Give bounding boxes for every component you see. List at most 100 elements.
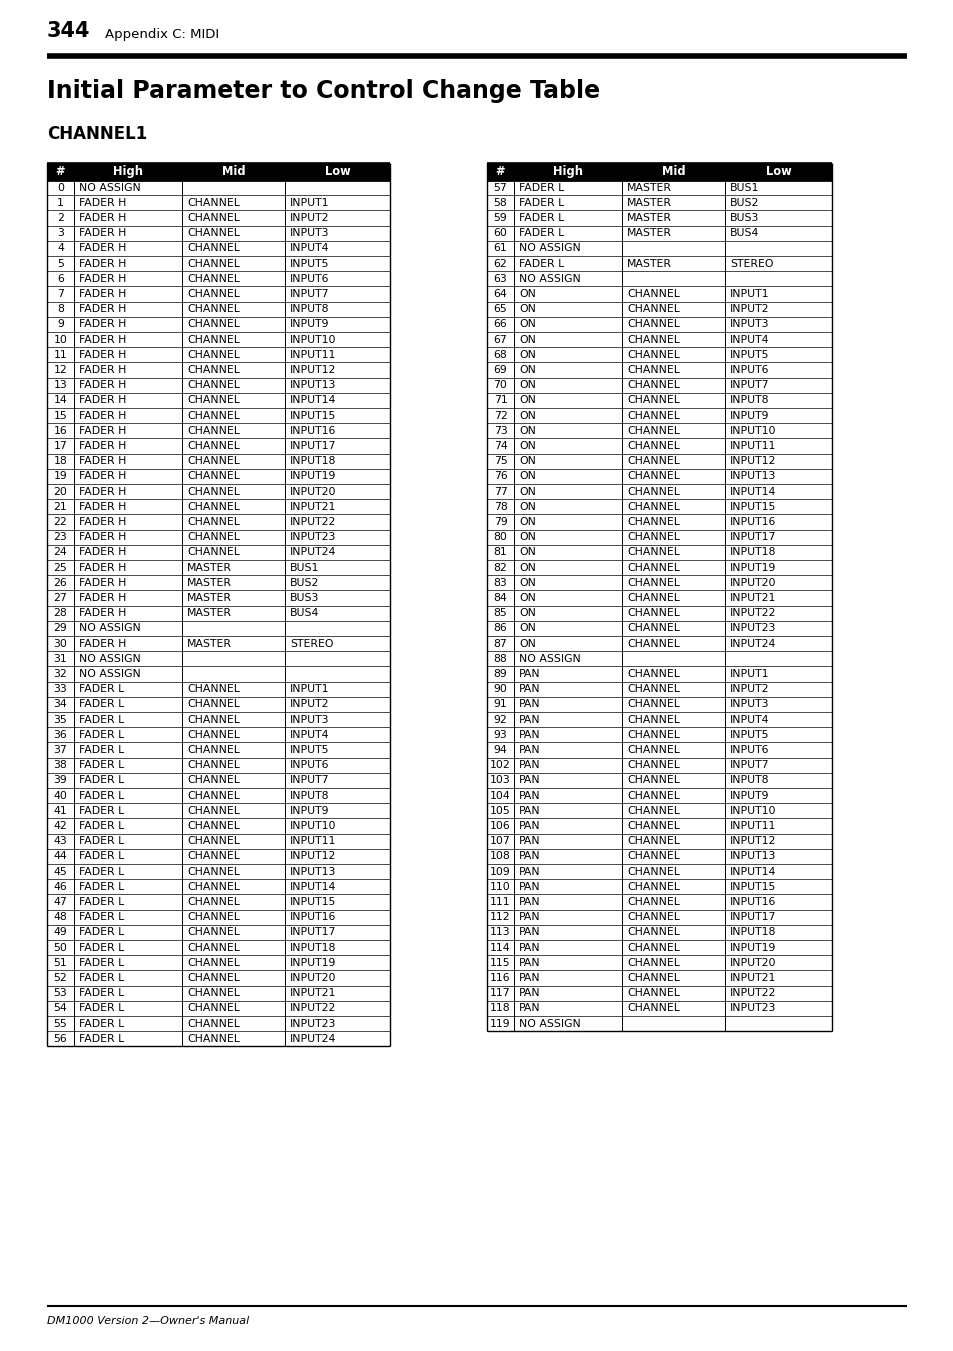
Text: CHANNEL: CHANNEL <box>187 258 239 269</box>
Text: 25: 25 <box>53 562 68 573</box>
Text: CHANNEL: CHANNEL <box>187 775 239 785</box>
Text: CHANNEL: CHANNEL <box>187 517 239 527</box>
Text: ON: ON <box>518 365 536 376</box>
Text: FADER H: FADER H <box>79 411 126 420</box>
Text: FADER L: FADER L <box>79 943 124 952</box>
Text: 17: 17 <box>53 440 68 451</box>
Text: CHANNEL: CHANNEL <box>626 730 679 740</box>
Text: PAN: PAN <box>518 821 540 831</box>
Text: 89: 89 <box>493 669 507 680</box>
Text: PAN: PAN <box>518 882 540 892</box>
Text: 86: 86 <box>493 623 507 634</box>
Text: 59: 59 <box>493 213 507 223</box>
Text: INPUT17: INPUT17 <box>290 440 336 451</box>
Text: 23: 23 <box>53 532 68 542</box>
Text: CHANNEL: CHANNEL <box>187 213 239 223</box>
Text: CHANNEL: CHANNEL <box>187 426 239 436</box>
Text: CHANNEL: CHANNEL <box>187 836 239 846</box>
Text: CHANNEL: CHANNEL <box>187 715 239 724</box>
Text: PAN: PAN <box>518 715 540 724</box>
Text: FADER L: FADER L <box>79 897 124 907</box>
Text: FADER H: FADER H <box>79 274 126 284</box>
Text: 35: 35 <box>53 715 68 724</box>
Text: CHANNEL: CHANNEL <box>187 700 239 709</box>
Text: 111: 111 <box>490 897 510 907</box>
Text: CHANNEL: CHANNEL <box>187 304 239 315</box>
Text: CHANNEL: CHANNEL <box>187 486 239 497</box>
Text: NO ASSIGN: NO ASSIGN <box>518 274 580 284</box>
Text: CHANNEL: CHANNEL <box>626 457 679 466</box>
Text: CHANNEL: CHANNEL <box>626 973 679 984</box>
Text: FADER L: FADER L <box>518 182 563 193</box>
Text: 34: 34 <box>53 700 68 709</box>
Text: ON: ON <box>518 440 536 451</box>
Text: 0: 0 <box>57 182 64 193</box>
Text: INPUT4: INPUT4 <box>290 730 329 740</box>
Text: 16: 16 <box>53 426 68 436</box>
Text: FADER H: FADER H <box>79 440 126 451</box>
Text: CHANNEL: CHANNEL <box>626 866 679 877</box>
Text: 85: 85 <box>493 608 507 619</box>
Text: 24: 24 <box>53 547 68 558</box>
Text: DM1000 Version 2—Owner's Manual: DM1000 Version 2—Owner's Manual <box>47 1316 249 1325</box>
Text: PAN: PAN <box>518 730 540 740</box>
Text: 28: 28 <box>53 608 68 619</box>
Text: FADER H: FADER H <box>79 471 126 481</box>
Text: INPUT3: INPUT3 <box>729 700 769 709</box>
Text: INPUT21: INPUT21 <box>290 988 336 998</box>
Text: INPUT14: INPUT14 <box>729 486 776 497</box>
Text: FADER L: FADER L <box>79 700 124 709</box>
Text: BUS3: BUS3 <box>729 213 759 223</box>
Text: ON: ON <box>518 501 536 512</box>
Text: INPUT4: INPUT4 <box>729 335 769 345</box>
Text: FADER H: FADER H <box>79 258 126 269</box>
Text: Low: Low <box>765 165 791 178</box>
Text: 75: 75 <box>493 457 507 466</box>
Text: 344: 344 <box>47 22 91 41</box>
Text: ON: ON <box>518 639 536 648</box>
Text: 29: 29 <box>53 623 68 634</box>
Text: CHANNEL: CHANNEL <box>626 927 679 938</box>
Text: INPUT23: INPUT23 <box>729 1004 776 1013</box>
Text: INPUT17: INPUT17 <box>729 532 776 542</box>
Text: INPUT23: INPUT23 <box>290 532 336 542</box>
Text: FADER H: FADER H <box>79 380 126 390</box>
Text: FADER H: FADER H <box>79 517 126 527</box>
Text: ON: ON <box>518 319 536 330</box>
Text: NO ASSIGN: NO ASSIGN <box>79 182 141 193</box>
Text: 103: 103 <box>490 775 511 785</box>
Text: ON: ON <box>518 608 536 619</box>
Text: CHANNEL: CHANNEL <box>187 1019 239 1028</box>
Text: 70: 70 <box>493 380 507 390</box>
Text: CHANNEL: CHANNEL <box>626 700 679 709</box>
Text: CHANNEL: CHANNEL <box>626 943 679 952</box>
Text: CHANNEL: CHANNEL <box>187 927 239 938</box>
Text: 15: 15 <box>53 411 68 420</box>
Text: 94: 94 <box>493 744 507 755</box>
Text: FADER H: FADER H <box>79 547 126 558</box>
Text: ON: ON <box>518 380 536 390</box>
Text: INPUT9: INPUT9 <box>729 411 769 420</box>
Text: INPUT10: INPUT10 <box>290 335 336 345</box>
Text: FADER H: FADER H <box>79 365 126 376</box>
Text: FADER L: FADER L <box>79 973 124 984</box>
Text: FADER L: FADER L <box>518 197 563 208</box>
Text: CHANNEL: CHANNEL <box>187 457 239 466</box>
Text: CHANNEL: CHANNEL <box>187 1004 239 1013</box>
Text: INPUT10: INPUT10 <box>290 821 336 831</box>
Text: CHANNEL: CHANNEL <box>626 790 679 801</box>
Text: FADER H: FADER H <box>79 562 126 573</box>
Text: MASTER: MASTER <box>626 258 671 269</box>
Text: 27: 27 <box>53 593 68 603</box>
Text: INPUT4: INPUT4 <box>729 715 769 724</box>
Text: PAN: PAN <box>518 805 540 816</box>
Text: CHANNEL: CHANNEL <box>626 715 679 724</box>
Text: ON: ON <box>518 304 536 315</box>
Text: INPUT18: INPUT18 <box>729 927 776 938</box>
Text: 63: 63 <box>493 274 507 284</box>
Text: INPUT12: INPUT12 <box>729 836 776 846</box>
Text: CHANNEL: CHANNEL <box>187 532 239 542</box>
Text: INPUT9: INPUT9 <box>290 319 329 330</box>
Text: INPUT2: INPUT2 <box>729 684 769 694</box>
Text: INPUT13: INPUT13 <box>290 380 336 390</box>
